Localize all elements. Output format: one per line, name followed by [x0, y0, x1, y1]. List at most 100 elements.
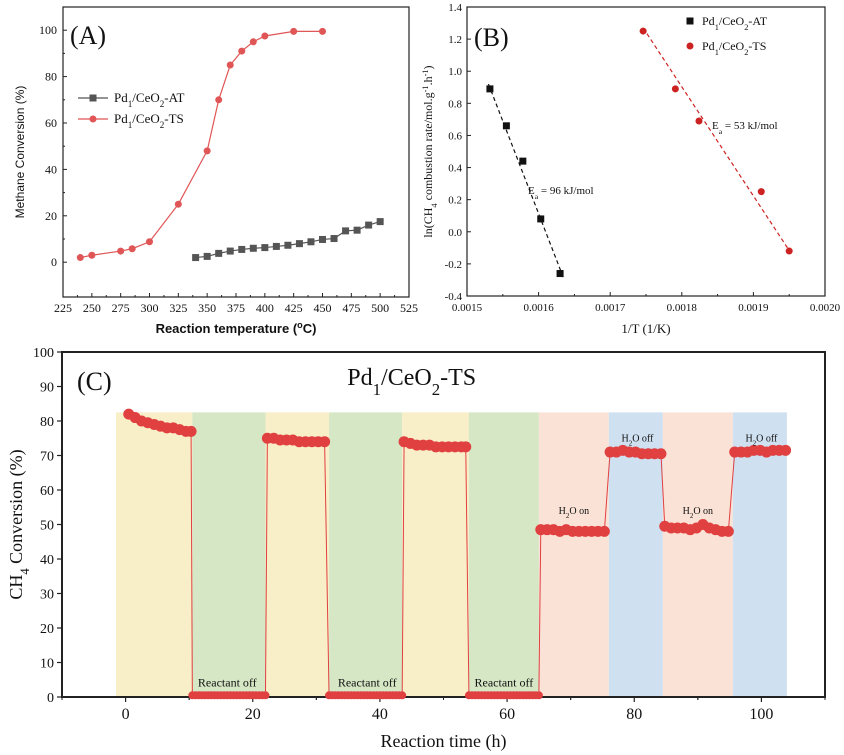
annotation-label: H2O off — [745, 434, 778, 448]
y-tick-label: 0 — [51, 255, 57, 269]
y-tick-label: 1.4 — [448, 2, 462, 14]
data-point — [272, 242, 280, 250]
subscript: 2 — [160, 99, 165, 109]
text-run: /CeO — [132, 111, 159, 126]
data-point — [319, 27, 326, 35]
text-run: -AT — [748, 14, 767, 28]
chart-title: Pd1/CeO2-TS — [347, 365, 476, 399]
superscript: o — [297, 320, 303, 330]
data-point — [330, 235, 338, 243]
x-tick-label: 350 — [198, 301, 216, 315]
annotation-label: H2O on — [559, 506, 589, 520]
data-point — [290, 27, 298, 35]
subscript: 2 — [744, 23, 748, 32]
x-tick-label: 375 — [227, 301, 245, 315]
data-point — [238, 245, 246, 253]
y-tick-label: 0.4 — [448, 163, 462, 175]
data-point — [639, 27, 647, 35]
panel-label: (B) — [474, 23, 509, 52]
text-run: O on — [693, 506, 713, 517]
background-band — [732, 412, 787, 697]
text-run: E — [528, 185, 535, 197]
data-point — [261, 691, 270, 700]
y-tick-label: 60 — [40, 484, 54, 499]
data-point — [319, 235, 326, 243]
y-tick-label: 90 — [40, 381, 54, 396]
x-axis-label: 1/T (1/K) — [621, 321, 670, 336]
data-point — [695, 117, 703, 125]
x-tick-label: 400 — [256, 301, 274, 315]
background-band — [468, 412, 539, 697]
y-tick-label: -0.4 — [445, 291, 463, 303]
data-point — [261, 32, 269, 40]
y-tick-label: 0.2 — [448, 195, 462, 207]
text-run: /CeO — [132, 90, 159, 105]
x-tick-label: 300 — [141, 301, 159, 315]
annotation-label: H2O on — [683, 506, 713, 520]
y-axis-label: CH4 Conversion (%) — [6, 449, 32, 599]
x-tick-label: 60 — [499, 706, 515, 723]
data-point — [88, 251, 96, 259]
x-tick-label: 40 — [372, 706, 388, 723]
data-point — [295, 240, 303, 248]
y-tick-label: 0 — [47, 691, 54, 706]
text-run: H — [621, 434, 628, 445]
legend-marker — [89, 115, 97, 123]
axes-frame — [61, 351, 826, 698]
y-tick-label: 1.0 — [448, 66, 462, 78]
y-tick-label: -0.2 — [445, 259, 462, 271]
data-point — [307, 238, 315, 246]
background-band — [265, 412, 330, 697]
annotation-label: Reactant off — [198, 676, 257, 690]
y-tick-label: 1.2 — [448, 34, 462, 46]
y-tick-label: 100 — [33, 346, 54, 361]
annotation-label: H2O off — [621, 434, 654, 448]
data-point — [534, 691, 543, 700]
subscript: 2 — [690, 512, 694, 520]
series-line-ts — [80, 30, 323, 259]
data-point — [398, 691, 407, 700]
data-point — [342, 227, 350, 235]
panel-label: (C) — [77, 367, 112, 396]
background-band — [402, 412, 469, 697]
background-band — [538, 412, 609, 697]
data-point — [757, 188, 765, 196]
axes-frame — [62, 6, 410, 298]
legend-label: Pd1/CeO2-TS — [114, 111, 184, 130]
data-point — [556, 270, 564, 278]
data-point — [376, 218, 384, 226]
y-tick-label: 80 — [40, 415, 54, 430]
subscript: a — [535, 192, 539, 201]
subscript: 2 — [753, 440, 757, 448]
x-tick-label: 225 — [54, 301, 72, 315]
panel-b: 0.0015 0.0016 0.0017 0.0018 0.0019 0.0020 -0.4… — [421, 2, 841, 336]
x-axis-label: Reaction time (h) — [381, 731, 507, 752]
data-point — [117, 247, 125, 255]
data-point — [226, 61, 234, 69]
legend-marker — [686, 42, 694, 50]
data-point — [486, 85, 494, 93]
text-run: O off — [632, 434, 654, 445]
background-band — [662, 412, 733, 697]
subscript: a — [719, 127, 723, 136]
data-point — [192, 254, 200, 262]
data-point — [319, 436, 331, 448]
data-point — [249, 244, 257, 252]
text-run: E — [712, 120, 719, 132]
data-point — [722, 525, 734, 537]
data-point — [226, 247, 234, 255]
y-tick-label: 20 — [40, 622, 54, 637]
fit-line — [642, 27, 792, 253]
data-point — [780, 444, 792, 456]
data-point — [185, 425, 197, 437]
text-run: ) — [421, 65, 435, 69]
text-run: Conversion (%) — [6, 449, 27, 568]
text-run: Pd — [702, 39, 715, 53]
y-tick-label: 0.6 — [448, 130, 462, 142]
data-point — [238, 47, 246, 55]
data-point — [249, 38, 257, 46]
series-line-at — [195, 221, 381, 259]
text-run: /CeO — [719, 39, 745, 53]
y-tick-label: 0.8 — [448, 98, 462, 110]
